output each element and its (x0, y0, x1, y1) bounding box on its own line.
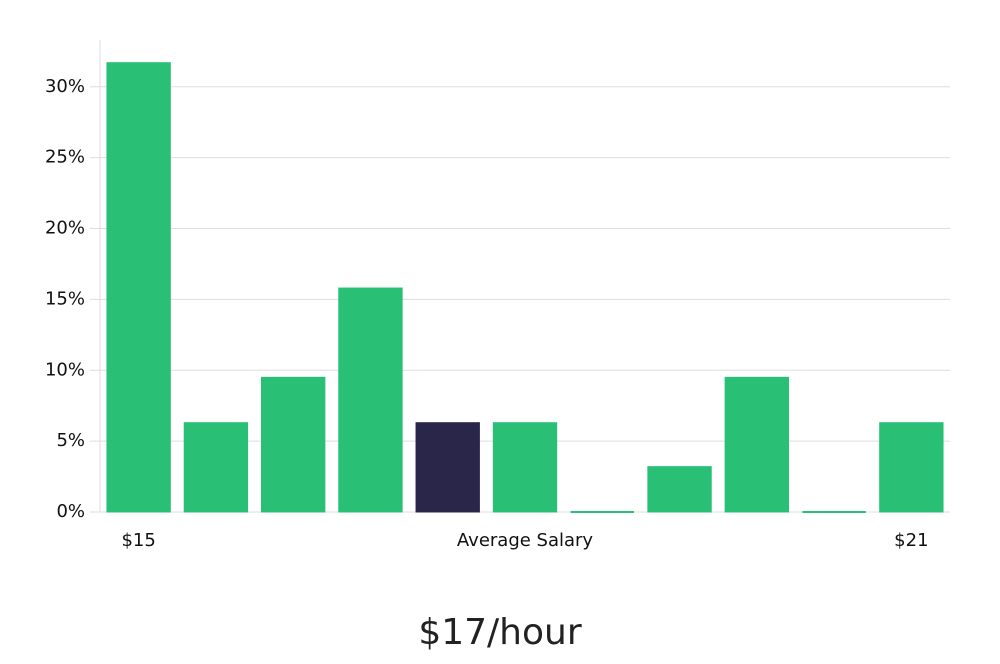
bar (879, 422, 944, 513)
caption: $17/hour (418, 612, 582, 653)
x-axis-label: Average Salary (457, 530, 594, 551)
y-tick-label: 20% (45, 218, 85, 239)
bar (183, 422, 249, 513)
bar (338, 287, 403, 513)
y-tick-label: 30% (45, 76, 85, 97)
bar (415, 422, 480, 513)
bar (261, 376, 326, 513)
bar (647, 466, 712, 513)
y-tick-label: 0% (56, 501, 85, 522)
x-tick-label: $21 (894, 530, 928, 551)
bar (724, 376, 789, 513)
y-tick-label: 5% (56, 430, 85, 451)
bar (492, 422, 558, 513)
y-tick-label: 25% (45, 147, 85, 168)
x-tick-label: $15 (121, 530, 155, 551)
y-tick-label: 10% (45, 359, 85, 380)
bar (106, 62, 171, 513)
y-tick-label: 15% (45, 288, 85, 309)
